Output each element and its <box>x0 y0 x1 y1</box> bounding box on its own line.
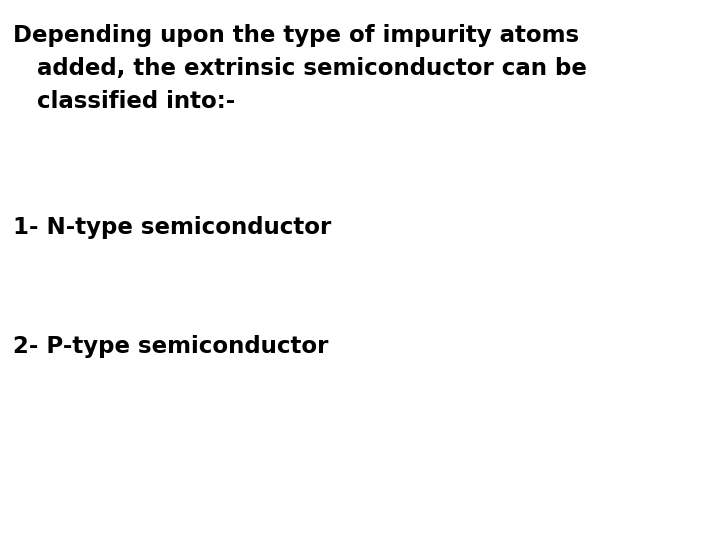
Text: 1- N-type semiconductor: 1- N-type semiconductor <box>13 216 331 239</box>
Text: 2- P-type semiconductor: 2- P-type semiconductor <box>13 335 328 358</box>
Text: Depending upon the type of impurity atoms
   added, the extrinsic semiconductor : Depending upon the type of impurity atom… <box>13 24 587 113</box>
